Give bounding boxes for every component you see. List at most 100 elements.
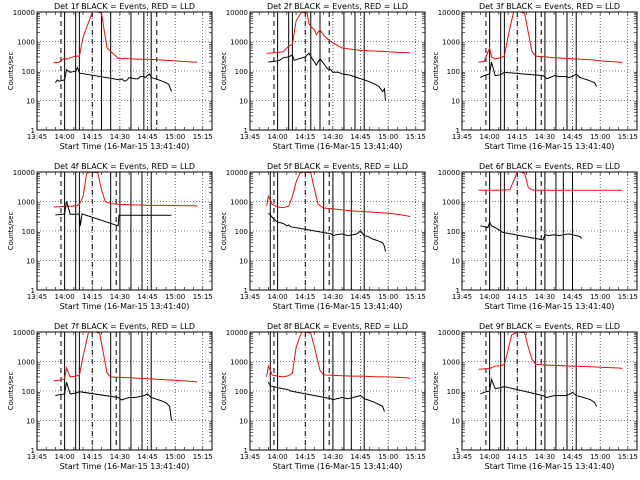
series-line-lld — [53, 331, 198, 383]
plot-frame — [249, 331, 426, 451]
panel-6: Det 6f BLACK = Events, RED = LLD 1 10 100 10… — [432, 162, 638, 311]
x-tick-label: 13:45 — [452, 453, 472, 461]
x-tick-label: 15:15 — [193, 293, 213, 301]
x-tick-label: 15:15 — [406, 453, 426, 461]
y-tick-label: 100 — [447, 228, 460, 236]
x-tick-label: 14:15 — [507, 293, 527, 301]
series-line-lld — [53, 171, 198, 208]
x-tick-label: 14:45 — [562, 133, 582, 141]
y-tick-label: 10 — [239, 98, 248, 106]
y-tick-label: 100 — [22, 388, 35, 396]
panel-1: Det 1f BLACK = Events, RED = LLD 1 10 100 10… — [7, 2, 213, 151]
y-tick-label: 1000 — [442, 199, 460, 207]
x-tick-label: 13:45 — [27, 133, 47, 141]
panel-title: Det 3f BLACK = Events, RED = LLD — [479, 2, 620, 11]
y-tick-label: 100 — [22, 68, 35, 76]
x-tick-label: 15:00 — [378, 453, 398, 461]
x-tick-label: 13:45 — [240, 293, 260, 301]
y-tick-label: 10000 — [226, 9, 248, 17]
x-axis-label: Start Time (16-Mar-15 13:41:40) — [485, 302, 615, 311]
y-axis-label: Counts/sec — [220, 212, 228, 251]
panel-title: Det 8f BLACK = Events, RED = LLD — [267, 322, 408, 331]
plot-frame — [461, 171, 638, 291]
y-tick-label: 10000 — [13, 169, 35, 177]
series-line-lld — [478, 171, 623, 191]
y-axis-label: Counts/sec — [432, 372, 440, 411]
panel-7: Det 7f BLACK = Events, RED = LLD 1 10 100 10… — [7, 322, 213, 471]
y-tick-label: 10 — [451, 98, 460, 106]
x-tick-label: 15:15 — [193, 133, 213, 141]
x-tick-label: 14:00 — [480, 453, 500, 461]
x-tick-label: 14:30 — [535, 453, 555, 461]
plot-frame — [461, 11, 638, 131]
y-tick-label: 1000 — [17, 199, 35, 207]
x-tick-label: 15:15 — [618, 453, 638, 461]
series-line-lld — [266, 11, 411, 54]
x-axis-label: Start Time (16-Mar-15 13:41:40) — [273, 302, 403, 311]
series-line-lld — [266, 331, 411, 379]
y-axis-label: Counts/sec — [432, 52, 440, 91]
x-tick-label: 13:45 — [452, 293, 472, 301]
y-tick-label: 1000 — [442, 359, 460, 367]
panel-2: Det 2f BLACK = Events, RED = LLD 1 10 100 10… — [220, 2, 426, 151]
plot-frame — [249, 11, 426, 131]
plot-frame — [36, 171, 213, 291]
x-axis-label: Start Time (16-Mar-15 13:41:40) — [60, 142, 190, 151]
x-tick-label: 15:00 — [378, 133, 398, 141]
y-tick-label: 1000 — [17, 39, 35, 47]
x-tick-label: 14:15 — [82, 293, 102, 301]
y-tick-label: 1 — [31, 127, 35, 135]
y-tick-label: 10 — [26, 258, 35, 266]
x-tick-label: 14:45 — [350, 453, 370, 461]
x-tick-label: 14:15 — [507, 453, 527, 461]
panel-title: Det 2f BLACK = Events, RED = LLD — [267, 2, 408, 11]
x-tick-label: 15:00 — [165, 133, 185, 141]
panel-9: Det 9f BLACK = Events, RED = LLD 1 10 100 10… — [432, 322, 638, 471]
x-tick-label: 14:30 — [323, 293, 343, 301]
x-tick-label: 14:30 — [323, 133, 343, 141]
y-axis-label: Counts/sec — [220, 52, 228, 91]
panel-4: Det 4f BLACK = Events, RED = LLD 1 10 100 10… — [7, 162, 213, 311]
x-tick-label: 14:00 — [268, 133, 288, 141]
panel-title: Det 6f BLACK = Events, RED = LLD — [479, 162, 620, 171]
panel-8: Det 8f BLACK = Events, RED = LLD 1 10 100 10… — [220, 322, 426, 471]
y-axis-label: Counts/sec — [7, 372, 15, 411]
x-axis-label: Start Time (16-Mar-15 13:41:40) — [60, 302, 190, 311]
y-tick-label: 1000 — [17, 359, 35, 367]
y-axis-label: Counts/sec — [432, 212, 440, 251]
y-tick-label: 10000 — [438, 329, 460, 337]
y-tick-label: 100 — [235, 68, 248, 76]
panel-5: Det 5f BLACK = Events, RED = LLD 1 10 100 10… — [220, 162, 426, 311]
x-tick-label: 14:15 — [82, 453, 102, 461]
panel-title: Det 4f BLACK = Events, RED = LLD — [54, 162, 195, 171]
x-tick-label: 13:45 — [452, 133, 472, 141]
x-tick-label: 13:45 — [27, 293, 47, 301]
x-tick-label: 14:00 — [480, 293, 500, 301]
y-tick-label: 1 — [244, 127, 248, 135]
x-tick-label: 14:30 — [110, 133, 130, 141]
x-tick-label: 14:45 — [137, 133, 157, 141]
x-tick-label: 14:15 — [507, 133, 527, 141]
x-tick-label: 14:30 — [110, 293, 130, 301]
y-tick-label: 10 — [451, 418, 460, 426]
y-tick-label: 1 — [456, 287, 460, 295]
x-tick-label: 13:45 — [240, 453, 260, 461]
series-line-lld — [53, 11, 198, 64]
panel-title: Det 9f BLACK = Events, RED = LLD — [479, 322, 620, 331]
x-tick-label: 14:45 — [350, 133, 370, 141]
x-axis-label: Start Time (16-Mar-15 13:41:40) — [485, 142, 615, 151]
panel-3: Det 3f BLACK = Events, RED = LLD 1 10 100 10… — [432, 2, 638, 151]
x-tick-label: 14:30 — [110, 453, 130, 461]
x-tick-label: 14:30 — [323, 453, 343, 461]
x-tick-label: 15:00 — [590, 133, 610, 141]
y-tick-label: 10 — [239, 258, 248, 266]
y-tick-label: 1000 — [230, 39, 248, 47]
x-tick-label: 14:45 — [350, 293, 370, 301]
series-line-lld — [266, 171, 411, 218]
x-tick-label: 15:15 — [618, 293, 638, 301]
series-line-events — [480, 220, 583, 241]
plot-frame — [461, 331, 638, 451]
y-tick-label: 10000 — [438, 169, 460, 177]
y-tick-label: 10000 — [13, 329, 35, 337]
x-tick-label: 14:45 — [137, 453, 157, 461]
